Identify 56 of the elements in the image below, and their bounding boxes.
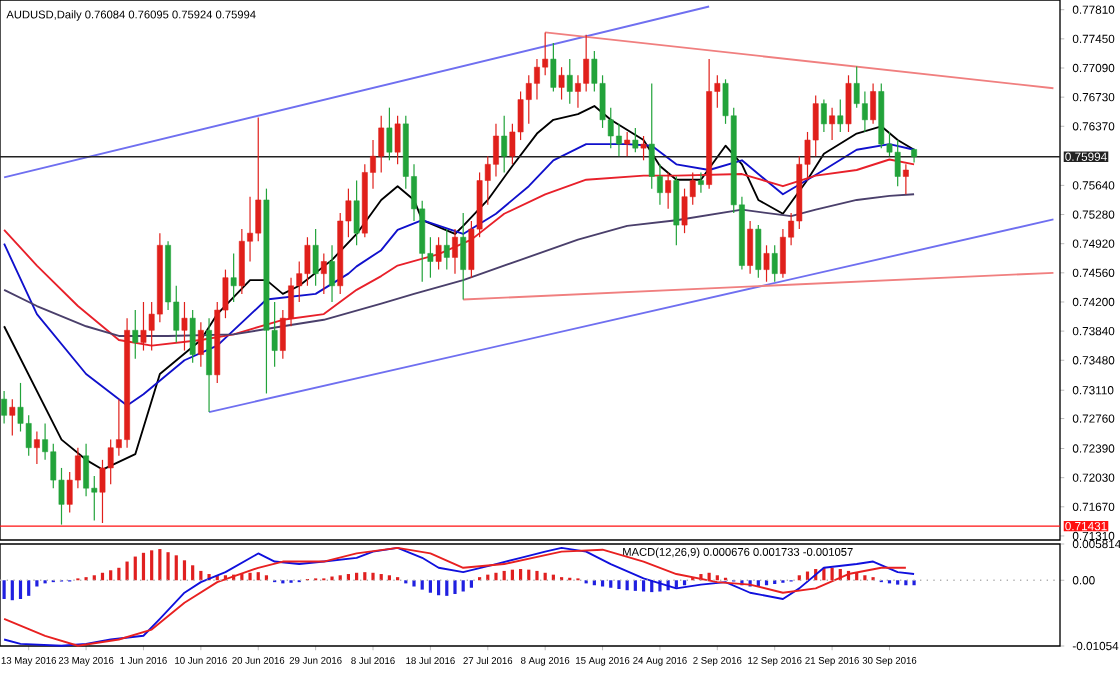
candlestick [9, 398, 16, 437]
candlestick [238, 228, 245, 295]
candlestick [197, 321, 204, 368]
candlestick [353, 179, 360, 246]
candlestick [394, 115, 401, 165]
candlestick [378, 115, 385, 174]
candlestick [837, 98, 844, 133]
candlestick [230, 252, 237, 303]
candlestick [845, 74, 852, 133]
candlestick [665, 171, 672, 210]
candlestick [583, 34, 590, 93]
candlestick [206, 317, 212, 413]
candlestick [648, 82, 655, 190]
candlestick [747, 220, 754, 275]
candlestick [1, 390, 7, 425]
candlestick [821, 98, 827, 133]
candlestick [140, 301, 147, 352]
candlestick [25, 414, 32, 457]
candlestick [870, 82, 876, 125]
candlestick [780, 228, 786, 279]
candlestick [640, 135, 647, 161]
candlestick [763, 244, 770, 283]
candlestick [493, 123, 499, 178]
candlestick [542, 31, 549, 76]
candlestick [189, 309, 196, 364]
candlestick [558, 66, 565, 101]
candlestick [771, 244, 778, 283]
candlestick [312, 228, 319, 287]
candlestick [34, 430, 40, 465]
candlestick [386, 107, 393, 161]
candlestick [534, 58, 540, 101]
candlestick [435, 236, 442, 271]
candlestick [304, 236, 311, 287]
candlestick [681, 188, 688, 234]
candlestick [755, 224, 762, 279]
candlestick [132, 309, 139, 360]
candlestick [255, 116, 262, 242]
candlestick [894, 139, 901, 187]
candlestick [460, 212, 467, 301]
candlestick [181, 301, 188, 352]
candlestick [443, 228, 450, 271]
candlestick [902, 163, 909, 195]
candlestick [829, 107, 835, 141]
candlestick [320, 252, 327, 295]
candlestick [452, 228, 458, 275]
candlestick [550, 42, 557, 93]
candlestick [501, 115, 508, 174]
candlestick [107, 439, 114, 485]
candlestick [624, 131, 631, 157]
candlestick [566, 58, 573, 105]
candlestick [525, 74, 532, 125]
candlestick [812, 94, 819, 157]
candlestick [698, 171, 704, 194]
candlestick [673, 175, 680, 246]
candlestick [632, 127, 639, 153]
candlestick [329, 244, 335, 303]
